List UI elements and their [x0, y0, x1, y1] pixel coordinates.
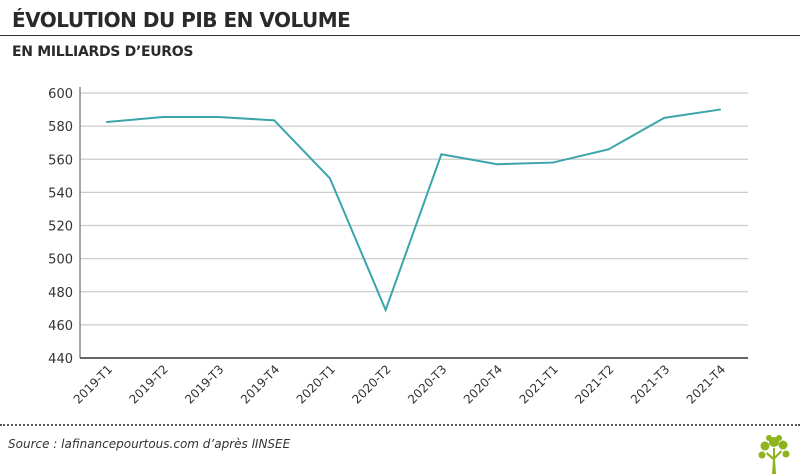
data-point	[496, 163, 499, 166]
footer-divider	[0, 424, 800, 426]
y-tick-label: 440	[48, 352, 73, 367]
y-tick-label: 540	[48, 186, 73, 201]
data-point	[551, 161, 554, 164]
chart-subtitle: EN MILLIARDS D’EUROS	[12, 44, 194, 60]
chart-title: ÉVOLUTION DU PIB EN VOLUME	[12, 8, 351, 32]
tree-logo-icon	[758, 435, 790, 474]
x-tick-label: 2019-T1	[71, 362, 115, 406]
data-point	[106, 120, 108, 123]
y-tick-label: 520	[48, 220, 73, 235]
x-tick-label: 2019-T4	[238, 362, 282, 406]
y-tick-label: 560	[48, 153, 73, 168]
data-point	[161, 116, 164, 119]
x-tick-label: 2021-T2	[572, 362, 616, 406]
x-tick-label: 2019-T2	[126, 362, 170, 406]
x-tick-label: 2020-T1	[294, 362, 338, 406]
x-tick-label: 2020-T4	[461, 362, 505, 406]
y-tick-label: 580	[48, 120, 73, 135]
title-divider	[0, 35, 800, 36]
data-point	[273, 119, 276, 122]
data-point	[384, 308, 387, 311]
data-point	[217, 116, 220, 119]
x-tick-label: 2021-T1	[517, 362, 561, 406]
series-line	[106, 108, 721, 313]
y-tick-label: 460	[48, 319, 73, 334]
x-tick-label: 2019-T3	[182, 362, 226, 406]
x-tick-label: 2021-T3	[628, 362, 672, 406]
data-point	[663, 116, 666, 119]
y-tick-label: 500	[48, 253, 73, 268]
y-tick-label: 480	[48, 286, 73, 301]
x-tick-label: 2020-T3	[405, 362, 449, 406]
data-point	[440, 153, 443, 156]
y-tick-label: 600	[48, 87, 73, 102]
data-point	[719, 108, 721, 111]
x-tick-label: 2021-T4	[684, 362, 728, 406]
x-tick-label: 2020-T2	[349, 362, 393, 406]
data-point	[328, 177, 331, 180]
source-note: Source : lafinancepourtous.com d’après l…	[8, 437, 291, 451]
data-point	[607, 148, 610, 151]
